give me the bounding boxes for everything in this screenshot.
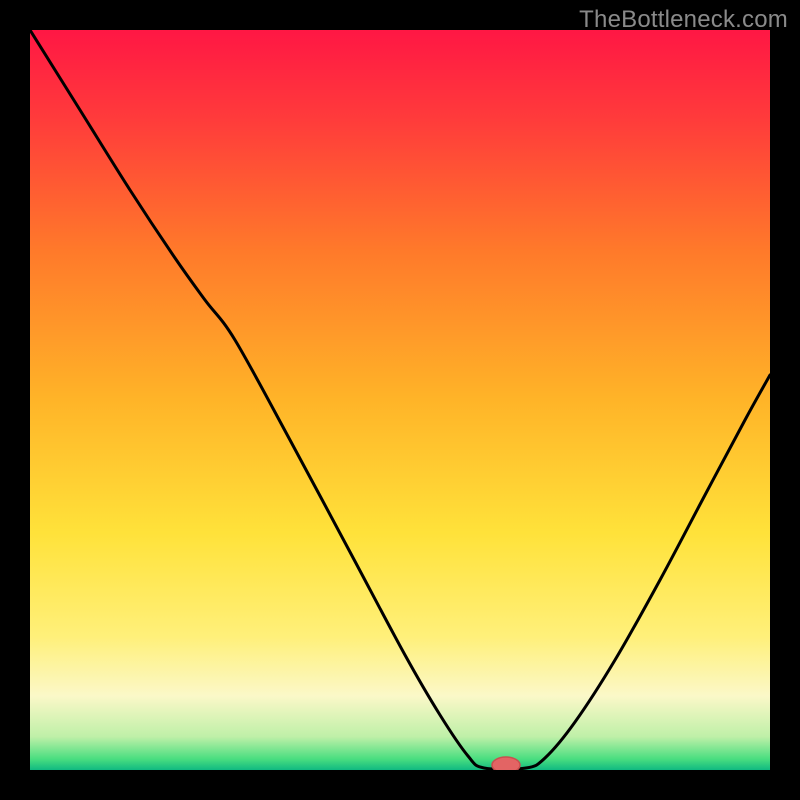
chart-container: { "attribution": { "text": "TheBottlenec…	[0, 0, 800, 800]
bottleneck-chart	[0, 0, 800, 800]
attribution-label: TheBottleneck.com	[579, 6, 788, 34]
plot-background	[30, 30, 770, 770]
